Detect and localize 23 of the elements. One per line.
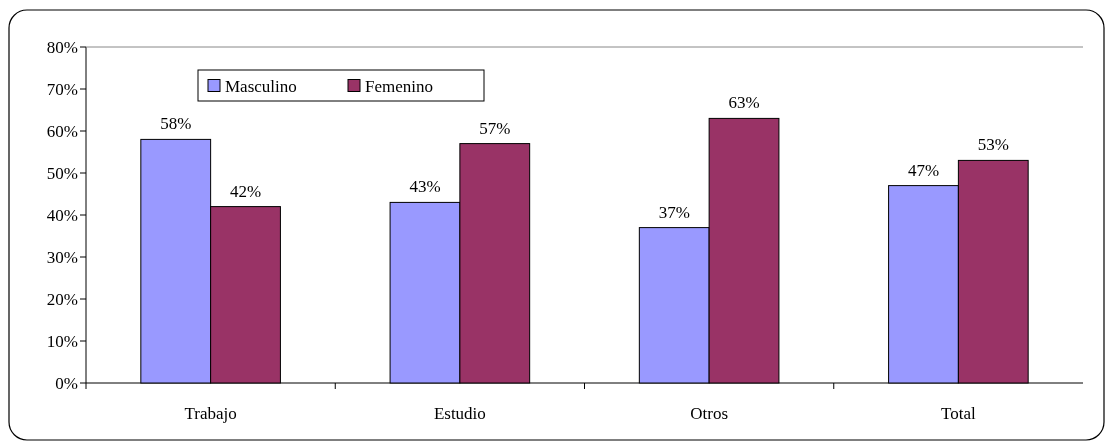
y-tick-label: 0% [55,373,78,393]
data-label: 43% [409,177,441,197]
y-tick-label: 30% [46,247,78,267]
x-tick-label: Otros [690,404,729,423]
y-tick-label: 50% [46,163,78,183]
data-label: 58% [160,114,192,134]
x-tick-label: Trabajo [184,404,237,423]
y-tick-label: 70% [46,79,78,99]
data-label: 63% [728,93,760,113]
data-label: 57% [479,118,511,138]
data-label: 37% [658,202,690,222]
legend-label: Masculino [225,76,297,96]
data-label: 53% [977,135,1009,155]
y-tick-label: 40% [46,205,78,225]
legend-label: Femenino [365,76,433,96]
data-label: 47% [907,160,940,180]
y-tick-label: 60% [46,121,78,141]
y-tick-label: 10% [46,331,78,351]
y-tick-label: 20% [46,289,78,309]
data-label: 42% [229,181,262,201]
x-tick-label: Total [941,404,976,423]
x-tick-label: Estudio [433,404,486,423]
y-tick-label: 80% [46,37,78,57]
